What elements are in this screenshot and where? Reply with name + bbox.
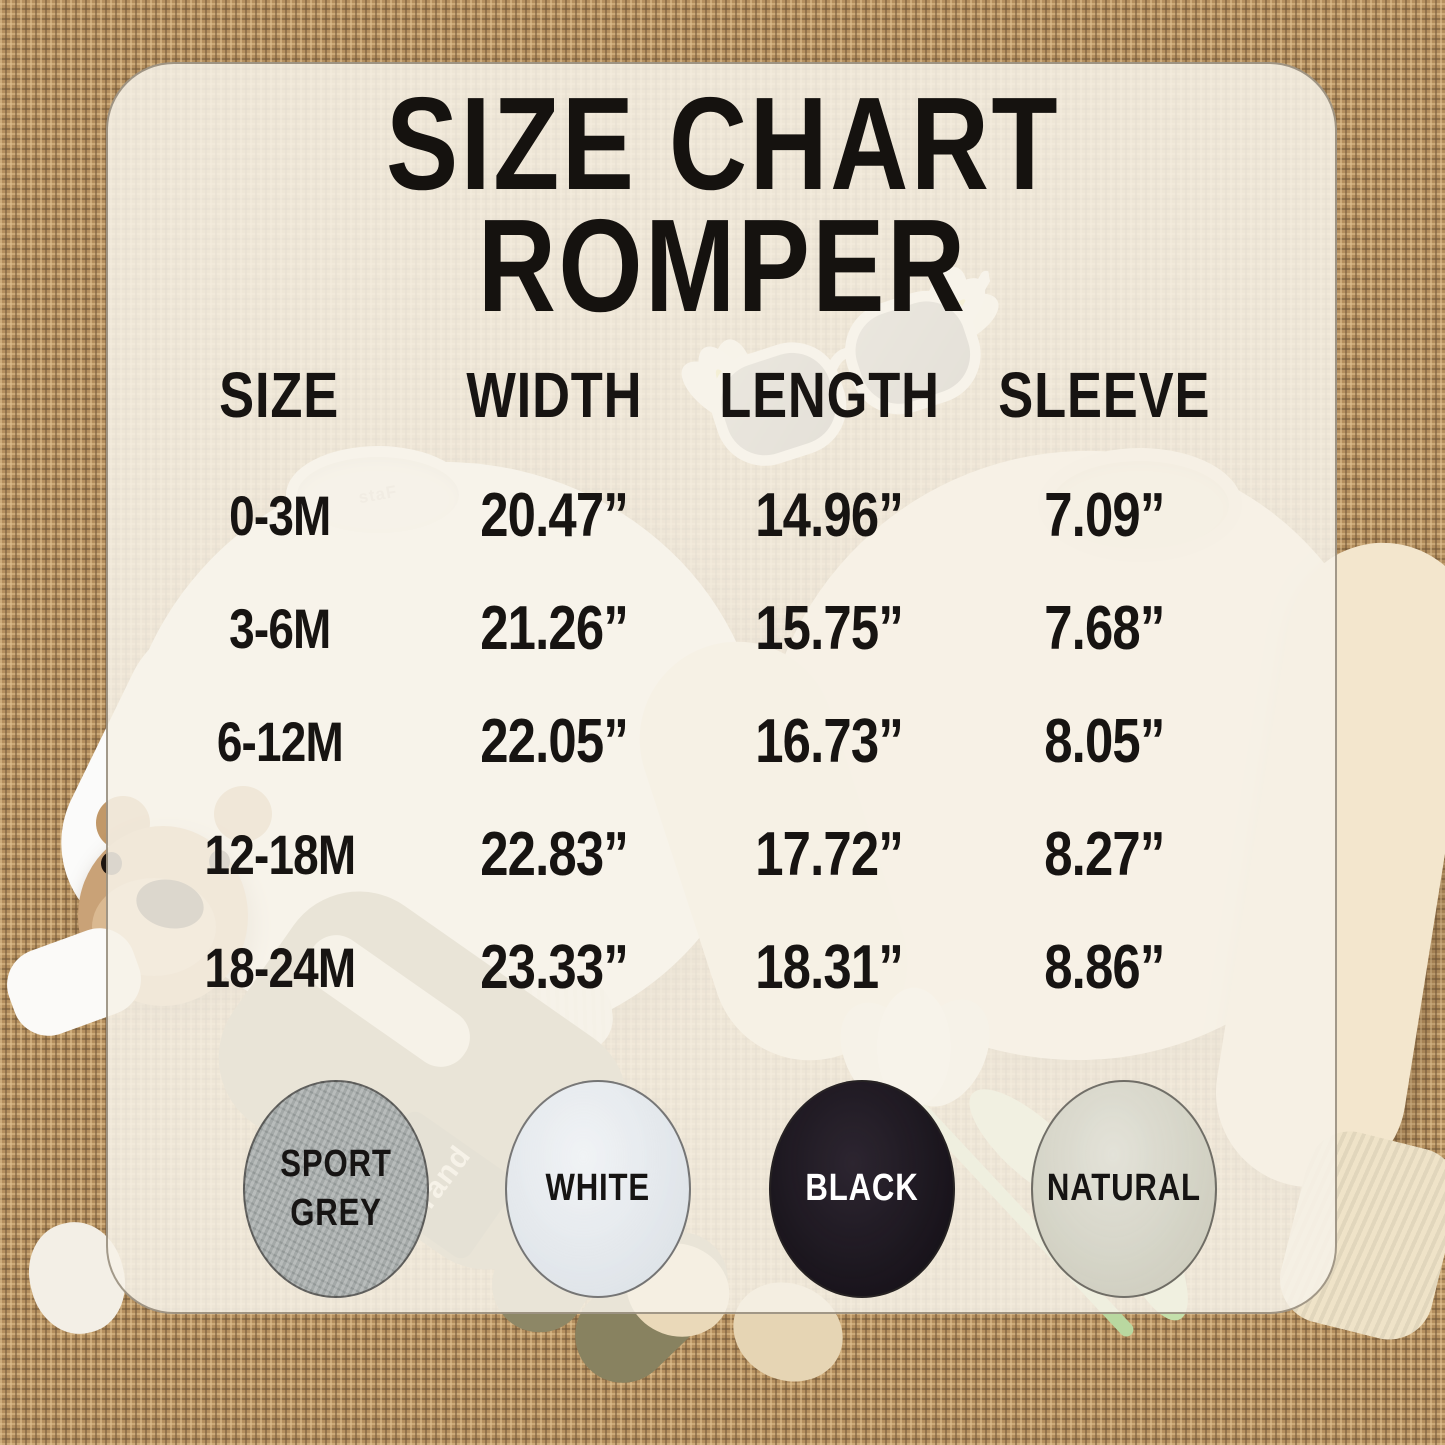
color-swatch-white: WHITE <box>505 1080 691 1298</box>
size-label: 6-12M <box>216 710 343 773</box>
swatch-label: SPORT GREY <box>280 1142 392 1234</box>
color-swatch-black: BLACK <box>769 1080 955 1298</box>
size-label: 3-6M <box>228 597 331 660</box>
title-text: SIZE CHART <box>385 70 1060 217</box>
table-header-row: SIZE WIDTH LENGTH SLEEVE <box>142 358 1242 432</box>
page-title-line-2: ROMPER <box>0 200 1445 332</box>
sleeve-value: 8.05” <box>1044 707 1165 776</box>
sleeve-value: 7.09” <box>1044 481 1165 550</box>
color-swatch-sport-grey: SPORT GREY <box>243 1080 429 1298</box>
width-value: 20.47” <box>480 481 630 550</box>
width-value: 22.83” <box>480 820 630 889</box>
swatch-label: NATURAL <box>1046 1167 1202 1210</box>
sleeve-value: 7.68” <box>1044 594 1165 663</box>
sleeve-value: 8.86” <box>1044 933 1165 1002</box>
size-label: 18-24M <box>204 936 356 999</box>
width-value: 23.33” <box>480 933 630 1002</box>
swatch-label: BLACK <box>805 1167 919 1210</box>
length-value: 16.73” <box>755 707 905 776</box>
title-text: ROMPER <box>477 192 968 339</box>
column-header-length: LENGTH <box>719 359 940 431</box>
length-value: 17.72” <box>755 820 905 889</box>
color-swatch-natural: NATURAL <box>1031 1080 1217 1298</box>
size-table: 0-3M 20.47” 14.96” 7.09” 3-6M 21.26” 15.… <box>142 459 1242 1024</box>
page-title-line-1: SIZE CHART <box>0 78 1445 210</box>
length-value: 14.96” <box>755 481 905 550</box>
column-header-size: SIZE <box>219 359 340 431</box>
column-header-width: WIDTH <box>466 359 643 431</box>
width-value: 21.26” <box>480 594 630 663</box>
column-header-sleeve: SLEEVE <box>998 359 1211 431</box>
width-value: 22.05” <box>480 707 630 776</box>
sleeve-value: 8.27” <box>1044 820 1165 889</box>
length-value: 15.75” <box>755 594 905 663</box>
size-label: 12-18M <box>204 823 356 886</box>
length-value: 18.31” <box>755 933 905 1002</box>
swatch-label: WHITE <box>545 1167 651 1210</box>
size-label: 0-3M <box>228 484 331 547</box>
